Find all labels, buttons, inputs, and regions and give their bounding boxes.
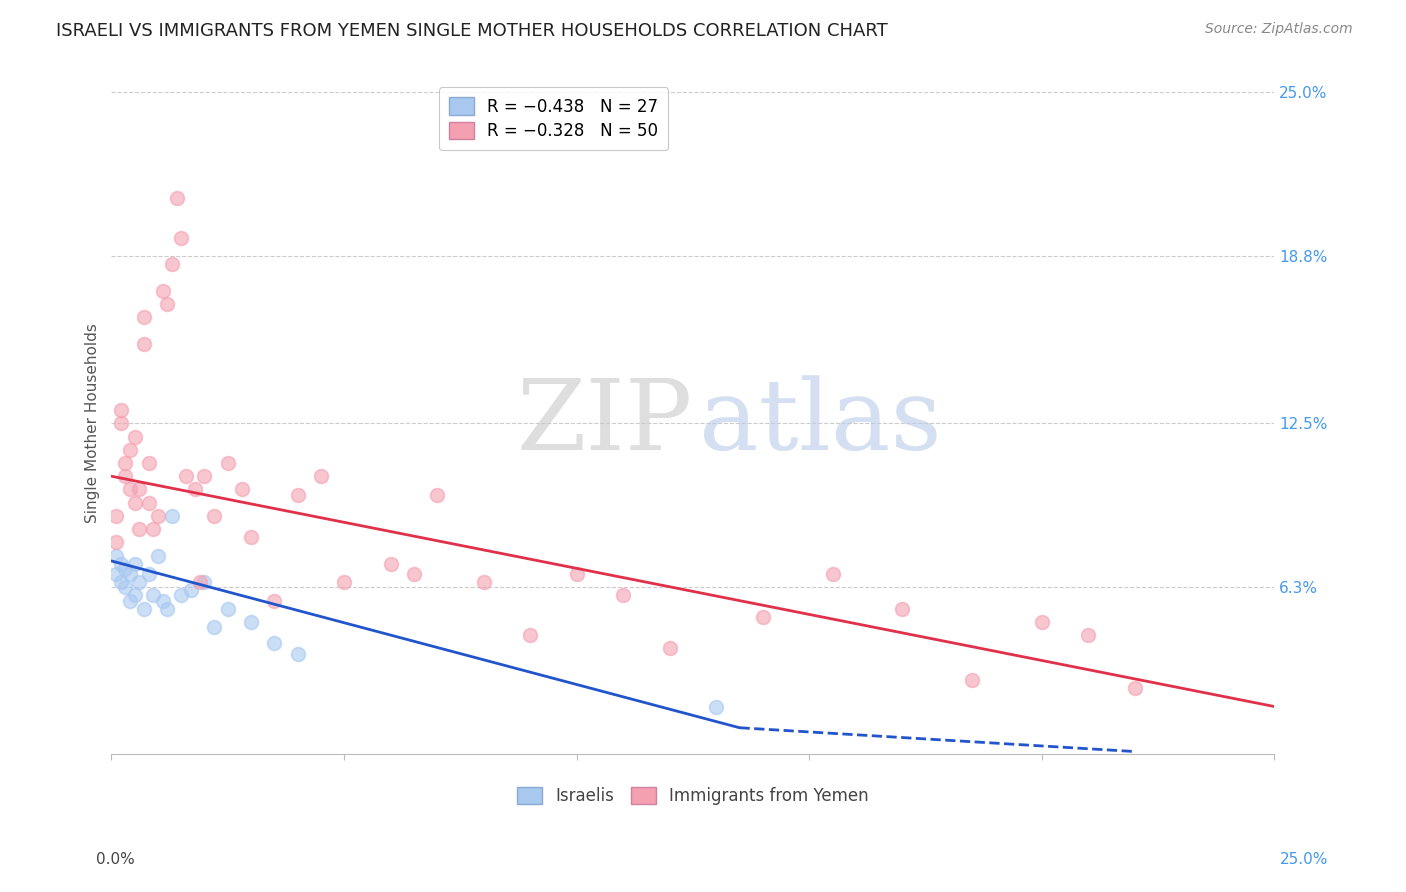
Point (118, 593, 141, 607)
Point (1031, 615, 1053, 629)
Text: 0.0%: 0.0% (96, 852, 135, 867)
Point (114, 456, 136, 470)
Point (202, 508, 225, 523)
Point (156, 297, 179, 311)
Point (287, 488, 309, 502)
Point (124, 557, 146, 571)
Point (891, 601, 914, 615)
Point (426, 488, 449, 502)
Point (160, 508, 183, 523)
Point (1077, 628, 1099, 642)
Point (202, 620, 225, 634)
Point (146, 508, 169, 523)
Point (146, 549, 169, 563)
Point (110, 557, 132, 571)
Point (110, 403, 132, 417)
Point (105, 567, 128, 582)
Point (612, 588, 634, 602)
Text: ZIP: ZIP (516, 376, 693, 471)
Point (231, 483, 253, 497)
Text: 25.0%: 25.0% (1281, 852, 1329, 867)
Point (333, 575, 356, 590)
Point (124, 496, 146, 510)
Point (114, 581, 136, 595)
Point (263, 636, 285, 650)
Point (658, 641, 681, 656)
Point (263, 593, 285, 607)
Point (142, 588, 165, 602)
Point (156, 601, 179, 615)
Point (128, 522, 150, 536)
Point (124, 429, 146, 443)
Point (128, 483, 150, 497)
Text: atlas: atlas (699, 376, 942, 471)
Point (309, 469, 332, 483)
Point (193, 469, 215, 483)
Point (179, 583, 201, 598)
Point (704, 699, 727, 714)
Point (118, 442, 141, 457)
Text: ISRAELI VS IMMIGRANTS FROM YEMEN SINGLE MOTHER HOUSEHOLDS CORRELATION CHART: ISRAELI VS IMMIGRANTS FROM YEMEN SINGLE … (56, 22, 889, 40)
Point (170, 231, 193, 245)
Point (821, 567, 844, 582)
Point (519, 628, 541, 642)
Point (166, 191, 188, 205)
Point (105, 549, 128, 563)
Point (118, 483, 141, 497)
Point (174, 469, 197, 483)
Point (128, 575, 150, 590)
Point (110, 575, 132, 590)
Point (565, 567, 588, 582)
Point (132, 310, 155, 325)
Point (287, 647, 309, 661)
Point (380, 557, 402, 571)
Point (138, 496, 160, 510)
Point (124, 588, 146, 602)
Point (138, 567, 160, 582)
Point (114, 469, 136, 483)
Point (110, 417, 132, 431)
Point (170, 588, 193, 602)
Point (152, 284, 174, 298)
Point (240, 530, 263, 544)
Point (160, 257, 183, 271)
Point (142, 522, 165, 536)
Point (118, 567, 141, 582)
Y-axis label: Single Mother Households: Single Mother Households (86, 323, 100, 524)
Point (751, 609, 773, 624)
Point (105, 508, 128, 523)
Text: Source: ZipAtlas.com: Source: ZipAtlas.com (1205, 22, 1353, 37)
Point (138, 456, 160, 470)
Point (114, 562, 136, 576)
Point (188, 575, 211, 590)
Point (217, 456, 239, 470)
Point (193, 575, 215, 590)
Point (132, 601, 155, 615)
Point (152, 593, 174, 607)
Point (240, 615, 263, 629)
Point (472, 575, 495, 590)
Point (217, 601, 239, 615)
Point (1123, 681, 1146, 695)
Point (105, 535, 128, 549)
Point (184, 483, 207, 497)
Legend: Israelis, Immigrants from Yemen: Israelis, Immigrants from Yemen (510, 780, 876, 812)
Point (132, 336, 155, 351)
Point (402, 567, 425, 582)
Point (960, 673, 983, 687)
